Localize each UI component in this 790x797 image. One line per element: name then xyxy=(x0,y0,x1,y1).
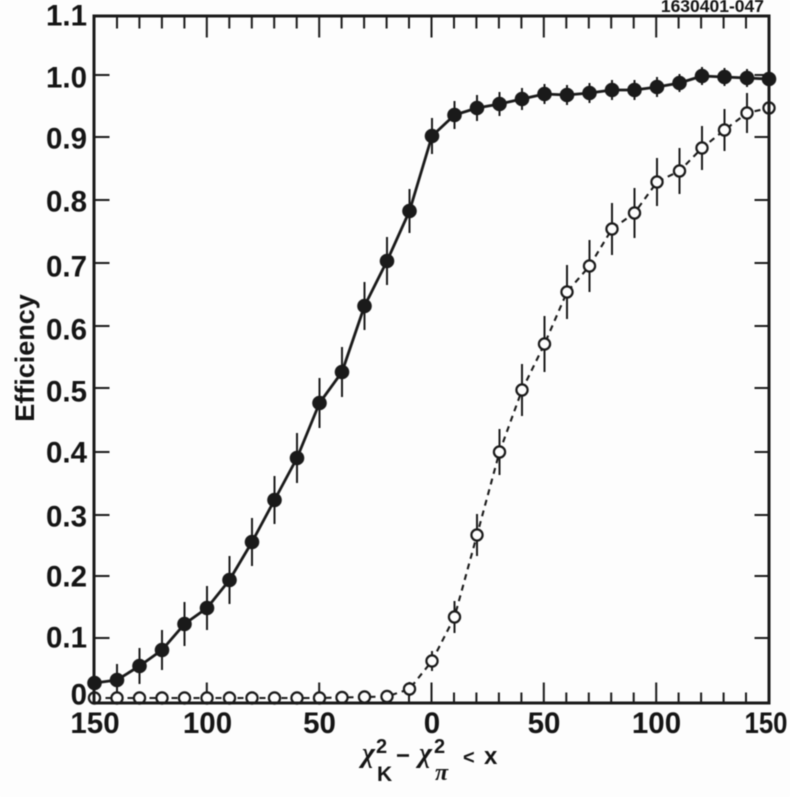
svg-text:100: 100 xyxy=(632,707,681,740)
svg-text:0.8: 0.8 xyxy=(46,186,87,219)
svg-text:0.3: 0.3 xyxy=(46,501,87,534)
svg-text:x: x xyxy=(484,743,498,770)
svg-text:χ: χ xyxy=(358,738,376,769)
svg-text:Efficiency: Efficiency xyxy=(10,294,40,422)
svg-text:0.7: 0.7 xyxy=(46,251,87,284)
svg-text:0: 0 xyxy=(71,679,87,712)
svg-text:0.4: 0.4 xyxy=(46,437,88,470)
svg-text:150: 150 xyxy=(745,707,788,740)
svg-text:0: 0 xyxy=(424,707,440,740)
svg-text:1630401-047: 1630401-047 xyxy=(661,0,764,16)
svg-text:150: 150 xyxy=(70,707,119,740)
svg-text:K: K xyxy=(377,763,392,786)
svg-text:χ: χ xyxy=(415,738,433,769)
svg-text:0.9: 0.9 xyxy=(46,123,87,156)
svg-text:50: 50 xyxy=(528,707,561,740)
svg-text:0.2: 0.2 xyxy=(46,561,87,594)
svg-text:<: < xyxy=(463,747,475,769)
svg-text:1.1: 1.1 xyxy=(46,0,87,33)
svg-text:2: 2 xyxy=(376,736,387,758)
svg-text:50: 50 xyxy=(303,707,336,740)
svg-text:100: 100 xyxy=(183,707,232,740)
svg-text:0.5: 0.5 xyxy=(46,376,87,409)
svg-text:0.1: 0.1 xyxy=(46,622,87,655)
svg-text:π: π xyxy=(435,760,449,786)
svg-text:2: 2 xyxy=(434,736,445,758)
svg-text:1.0: 1.0 xyxy=(46,62,87,95)
svg-text:0.6: 0.6 xyxy=(46,314,87,347)
